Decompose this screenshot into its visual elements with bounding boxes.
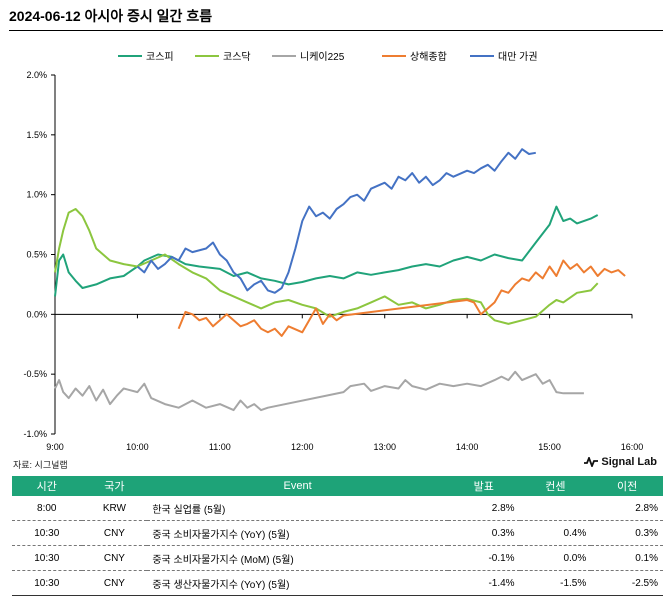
- brand-name: Signal Lab: [601, 456, 657, 468]
- header-consensus: 컨센: [519, 476, 592, 496]
- title-divider: [9, 30, 663, 31]
- y-tick-label: 0.5%: [26, 250, 47, 260]
- legend-label: 대만 가권: [498, 51, 538, 63]
- header-country: 국가: [81, 476, 148, 496]
- cell-event: 중국 소비자물가지수 (YoY) (5월): [147, 520, 448, 546]
- table-row: 10:30 CNY 중국 생산자물가지수 (YoY) (5월) -1.4% -1…: [12, 570, 663, 596]
- header-actual: 발표: [447, 476, 520, 496]
- series-line: [54, 370, 584, 412]
- x-tick-label: 10:00: [126, 442, 149, 452]
- series-line: [54, 205, 599, 297]
- cell-country: CNY: [81, 520, 148, 546]
- series-line: [136, 148, 536, 294]
- y-tick-label: 2.0%: [26, 70, 47, 80]
- cell-actual: 0.3%: [447, 520, 520, 546]
- cell-previous: -2.5%: [591, 570, 663, 596]
- cell-consensus: -1.5%: [519, 570, 592, 596]
- legend-label: 상해종합: [410, 50, 447, 63]
- table-header-row: 시간 국가 Event 발표 컨센 이전: [12, 476, 663, 496]
- header-time: 시간: [12, 476, 82, 496]
- cell-actual: -0.1%: [447, 545, 520, 571]
- legend-label: 니케이225: [300, 51, 345, 63]
- y-axis: 2.0% 1.5% 1.0% 0.5% 0.0% -0.5% -1.0%: [23, 70, 56, 439]
- cell-actual: -1.4%: [447, 570, 520, 596]
- cell-previous: 0.3%: [591, 520, 663, 546]
- intraday-line-chart: 코스피 코스닥 니케이225 상해종합 대만 가권 2.0% 1.5% 1.0% 0.5% 0.…: [23, 50, 644, 452]
- cell-country: CNY: [81, 545, 148, 571]
- x-tick-label: 12:00: [291, 442, 314, 452]
- y-tick-label: 1.5%: [26, 130, 47, 140]
- y-tick-label: -0.5%: [23, 369, 47, 379]
- y-tick-label: -1.0%: [23, 429, 47, 439]
- table-row: 10:30 CNY 중국 소비자물가지수 (MoM) (5월) -0.1% 0.…: [12, 545, 663, 571]
- series-layer: [54, 148, 626, 412]
- cell-country: KRW: [81, 496, 148, 521]
- x-tick-label: 15:00: [538, 442, 561, 452]
- cell-consensus: [519, 496, 592, 521]
- cell-time: 8:00: [12, 496, 82, 521]
- table-row: 10:30 CNY 중국 소비자물가지수 (YoY) (5월) 0.3% 0.4…: [12, 520, 663, 546]
- economic-events-table: 시간 국가 Event 발표 컨센 이전 8:00 KRW 한국 실업률 (5월…: [12, 476, 663, 596]
- series-line: [177, 259, 626, 337]
- x-tick-label: 11:00: [209, 442, 231, 452]
- header-event: Event: [147, 476, 448, 496]
- chart-legend: 코스피 코스닥 니케이225 상해종합 대만 가권: [118, 50, 538, 63]
- cell-consensus: 0.0%: [519, 545, 592, 571]
- source-note: 자료: 시그널랩: [13, 460, 68, 470]
- cell-country: CNY: [81, 570, 148, 596]
- brand-logo: Signal Lab: [584, 456, 657, 468]
- cell-previous: 2.8%: [591, 496, 663, 521]
- legend-label: 코스닥: [223, 51, 251, 63]
- cell-previous: 0.1%: [591, 545, 663, 571]
- series-line: [54, 208, 599, 325]
- x-axis: 9:00 10:00 11:00 12:00 13:00 14:00 15:00 16:00: [46, 313, 644, 452]
- header-previous: 이전: [591, 476, 663, 496]
- x-tick-label: 9:00: [46, 442, 64, 452]
- cell-time: 10:30: [12, 520, 82, 546]
- cell-event: 중국 소비자물가지수 (MoM) (5월): [147, 545, 448, 571]
- y-tick-label: 0.0%: [26, 309, 47, 319]
- cell-event: 한국 실업률 (5월): [147, 496, 448, 521]
- x-tick-label: 13:00: [373, 442, 396, 452]
- x-tick-label: 16:00: [621, 442, 644, 452]
- cell-event: 중국 생산자물가지수 (YoY) (5월): [147, 570, 448, 596]
- cell-consensus: 0.4%: [519, 520, 592, 546]
- cell-actual: 2.8%: [447, 496, 520, 521]
- legend-label: 코스피: [146, 51, 174, 63]
- cell-time: 10:30: [12, 545, 82, 571]
- table-row: 8:00 KRW 한국 실업률 (5월) 2.8% 2.8%: [12, 496, 663, 521]
- signal-wave-icon: [584, 457, 599, 467]
- cell-time: 10:30: [12, 570, 82, 596]
- y-tick-label: 1.0%: [26, 190, 47, 200]
- page-title: 2024-06-12 아시아 증시 일간 흐름: [9, 8, 213, 24]
- x-tick-label: 14:00: [456, 442, 479, 452]
